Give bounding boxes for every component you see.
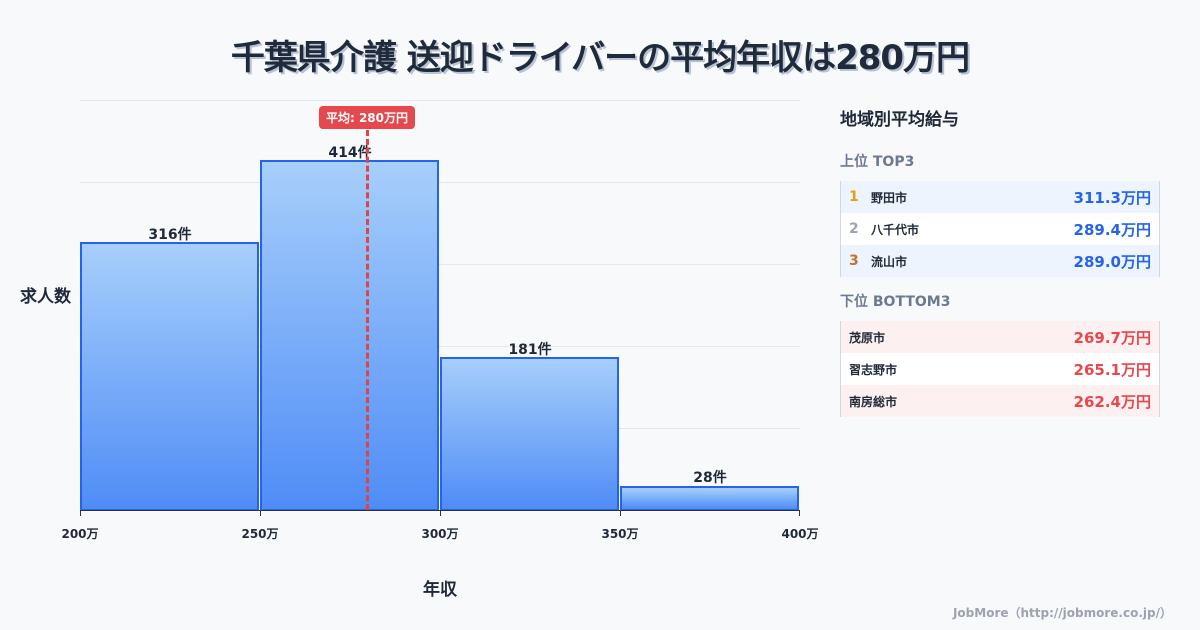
- average-line: [366, 130, 369, 510]
- histogram-chart: 求人数 316件 414件 181件 28件 平均: 280万円 200万 25…: [20, 100, 819, 600]
- city-name: 茂原市: [849, 330, 886, 345]
- salary-value: 262.4万円: [1073, 392, 1151, 411]
- top-section-title: 上位 TOP3: [840, 154, 915, 170]
- bar-value-label: 414件: [328, 145, 372, 161]
- x-axis-label: 年収: [423, 580, 457, 600]
- bar-200-250: [80, 242, 259, 511]
- ranking-row: 1 野田市 311.3万円: [841, 181, 1159, 213]
- x-tick: [440, 510, 441, 516]
- city-name: 南房総市: [849, 394, 898, 409]
- rank-number: 2: [849, 221, 859, 237]
- ranking-row: 3 流山市 289.0万円: [841, 245, 1159, 277]
- footer-credit: JobMore（http://jobmore.co.jp/）: [952, 606, 1172, 620]
- x-tick: [620, 510, 621, 516]
- city-name: 習志野市: [849, 362, 898, 377]
- gridline: [80, 264, 800, 265]
- x-tick: [260, 510, 261, 516]
- rank-number: 3: [849, 253, 859, 269]
- top-ranking-list: 1 野田市 311.3万円 2 八千代市 289.4万円 3 流山市 289.0…: [840, 181, 1160, 277]
- x-tick-label: 200万: [61, 527, 99, 541]
- x-tick-label: 250万: [241, 527, 279, 541]
- bar-350-400: [620, 486, 799, 511]
- bar-value-label: 181件: [508, 342, 552, 358]
- city-name: 流山市: [871, 254, 908, 269]
- bar-value-label: 316件: [148, 227, 192, 243]
- rank-number: 1: [849, 189, 859, 205]
- salary-value: 311.3万円: [1073, 188, 1151, 207]
- y-axis-label: 求人数: [20, 287, 71, 307]
- x-tick-label: 400万: [781, 527, 819, 541]
- salary-value: 289.0万円: [1073, 252, 1151, 271]
- salary-value: 265.1万円: [1073, 360, 1151, 379]
- x-tick-label: 350万: [601, 527, 639, 541]
- ranking-row: 南房総市 262.4万円: [841, 385, 1159, 417]
- city-name: 野田市: [871, 190, 908, 205]
- page-title: 千葉県介護 送迎ドライバーの平均年収は280万円: [230, 38, 970, 78]
- x-tick-label: 300万: [421, 527, 459, 541]
- x-tick: [799, 510, 800, 516]
- bottom-section-title: 下位 BOTTOM3: [840, 294, 951, 310]
- gridline: [80, 346, 800, 347]
- bottom-ranking-list: 茂原市 269.7万円 習志野市 265.1万円 南房総市 262.4万円: [840, 321, 1160, 417]
- salary-value: 269.7万円: [1073, 328, 1151, 347]
- panel-title: 地域別平均給与: [840, 110, 959, 130]
- city-name: 八千代市: [871, 222, 920, 237]
- bar-value-label: 28件: [693, 470, 727, 486]
- gridline: [80, 182, 800, 183]
- average-badge: 平均: 280万円: [318, 106, 416, 129]
- x-tick: [80, 510, 81, 516]
- regional-salary-panel: 地域別平均給与 上位 TOP3 1 野田市 311.3万円 2 八千代市 289…: [840, 100, 1160, 431]
- gridline: [80, 100, 800, 101]
- bar-250-300: [260, 160, 439, 511]
- ranking-row: 茂原市 269.7万円: [841, 321, 1159, 353]
- ranking-row: 習志野市 265.1万円: [841, 353, 1159, 385]
- salary-value: 289.4万円: [1073, 220, 1151, 239]
- bar-300-350: [440, 357, 619, 511]
- ranking-row: 2 八千代市 289.4万円: [841, 213, 1159, 245]
